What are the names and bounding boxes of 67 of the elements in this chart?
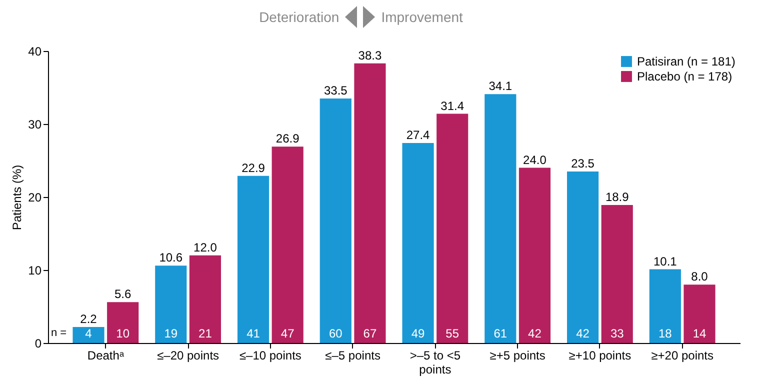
annotation: n = <box>51 327 67 339</box>
data-label: 10.6 <box>159 250 183 265</box>
y-tick-label: 40 <box>28 44 42 58</box>
x-tick-label: Deathᵃ <box>87 348 124 362</box>
x-tick-label: ≤–20 points <box>157 348 220 362</box>
annotation: 42 <box>528 326 542 341</box>
annotation: 67 <box>363 326 377 341</box>
bar <box>567 171 599 343</box>
bar <box>320 98 352 343</box>
data-label: 34.1 <box>488 79 512 94</box>
text: Improvement <box>381 9 463 25</box>
x-tick-label: ≥+10 points <box>568 348 632 362</box>
annotation: 47 <box>280 326 295 341</box>
annotation: 49 <box>411 326 426 341</box>
annotation: 42 <box>576 326 590 341</box>
bar <box>189 255 221 343</box>
annotation: 14 <box>692 326 706 341</box>
data-label: 18.9 <box>605 190 630 204</box>
annotation: 41 <box>246 326 260 341</box>
annotation: 61 <box>494 326 508 341</box>
data-label: 2.2 <box>80 312 98 326</box>
annotation: 18 <box>658 326 672 341</box>
bar <box>237 176 270 343</box>
text: Deterioration <box>259 9 340 25</box>
data-label: 27.4 <box>406 128 430 142</box>
annotation: 19 <box>164 326 178 341</box>
annotation: 4 <box>85 326 92 341</box>
annotation: 10 <box>116 326 130 341</box>
annotation: 55 <box>446 326 460 341</box>
data-label: 12.0 <box>194 240 218 254</box>
y-axis-title: Patients (%) <box>10 164 24 230</box>
annotation: 33 <box>610 326 624 341</box>
data-label: 23.5 <box>571 156 595 170</box>
y-tick-label: 20 <box>28 190 42 204</box>
bar <box>649 269 681 343</box>
legend-label: Placebo (n = 178) <box>637 70 732 84</box>
bar <box>272 146 304 343</box>
bar <box>155 266 187 343</box>
legend-label: Patisiran (n = 181) <box>637 54 736 68</box>
data-label: 22.9 <box>242 160 266 175</box>
bar <box>436 114 468 343</box>
bar <box>601 205 633 343</box>
annotation: 21 <box>198 326 212 341</box>
data-label: 5.6 <box>114 287 132 302</box>
bar <box>484 94 516 343</box>
y-tick-label: 30 <box>28 118 42 132</box>
data-label: 8.0 <box>691 270 708 284</box>
data-label: 38.3 <box>358 48 382 62</box>
x-tick-label: ≥+20 points <box>651 348 714 362</box>
data-label: 24.0 <box>523 152 547 167</box>
y-tick-label: 0 <box>34 336 42 350</box>
bar <box>518 168 551 343</box>
data-label: 31.4 <box>440 98 464 113</box>
x-tick-label: ≥+5 points <box>490 348 546 362</box>
x-tick-label: ≤–5 points <box>325 348 380 362</box>
bar <box>402 142 434 343</box>
x-tick-label: ≤–10 points <box>239 348 302 362</box>
data-label: 26.9 <box>276 132 300 146</box>
bar <box>72 326 104 343</box>
bar <box>354 63 386 343</box>
bar <box>684 284 716 343</box>
x-tick-label: >–5 to <5 points <box>410 348 461 376</box>
data-label: 10.1 <box>653 254 678 268</box>
y-tick-label: 10 <box>28 264 42 278</box>
bar <box>107 302 139 343</box>
data-label: 33.5 <box>324 83 348 98</box>
annotation: 60 <box>328 326 343 341</box>
